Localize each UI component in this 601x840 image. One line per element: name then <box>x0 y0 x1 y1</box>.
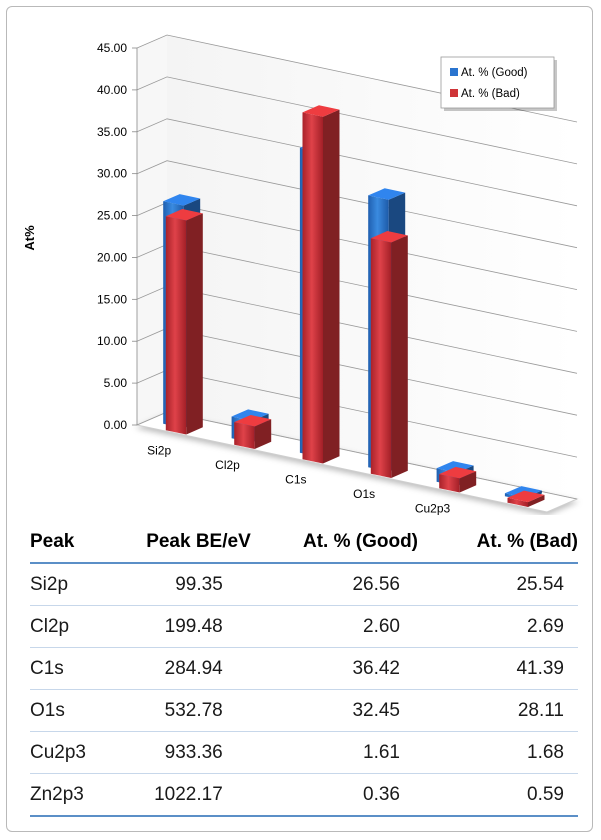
bar-bad-cl2p <box>234 415 272 449</box>
bar-side <box>323 109 340 464</box>
cell-peak-be: 99.35 <box>113 563 251 606</box>
cell-at-good: 1.61 <box>250 731 418 774</box>
cell-at-bad: 0.59 <box>418 773 578 817</box>
cell-peak-be: 199.48 <box>113 605 251 648</box>
bar-side <box>528 494 545 507</box>
cell-peak-be: 1022.17 <box>113 773 251 817</box>
x-tick-label: Cl2p <box>215 458 240 472</box>
legend-swatch <box>450 89 458 97</box>
bar-front <box>234 422 255 449</box>
bar-front <box>302 112 323 464</box>
chart-legend: At. % (Good) At. % (Bad) <box>440 56 557 111</box>
bar-bad-zn2p3 <box>507 490 545 507</box>
cell-at-bad: 25.54 <box>418 563 578 606</box>
legend-label: At. % (Good) <box>461 67 528 79</box>
bar-top <box>436 461 474 473</box>
x-tick-label: Si2p <box>147 443 171 457</box>
cell-at-bad: 1.68 <box>418 731 578 774</box>
table-row: Zn2p3 1022.17 0.36 0.59 <box>30 773 578 817</box>
cell-at-good: 32.45 <box>250 689 418 732</box>
bar-top <box>439 466 477 479</box>
bar-top <box>370 231 408 243</box>
bar-bad-si2p <box>165 209 203 435</box>
bar-bad-o1s <box>370 231 408 478</box>
legend-swatch <box>450 68 458 76</box>
y-tick-label: 45.00 <box>97 41 127 55</box>
x-tick-label: C1s <box>285 472 306 486</box>
cell-at-good: 2.60 <box>250 605 418 648</box>
gridline <box>136 118 578 207</box>
cell-peak: Si2p <box>30 563 114 606</box>
legend-label: At. % (Bad) <box>461 88 520 100</box>
bar-chart-3d: 0.00 5.00 10.00 15.00 20.00 25.00 30.00 35.00 40… <box>22 34 579 515</box>
cell-peak: C1s <box>30 647 114 690</box>
bar-front <box>439 474 460 493</box>
y-tick-label: 5.00 <box>104 376 128 390</box>
bar-top <box>231 409 269 421</box>
table-row: Cl2p 199.48 2.60 2.69 <box>30 605 578 648</box>
bar-bad-cu2p3 <box>439 466 477 493</box>
bar-front <box>507 497 528 507</box>
bar-bad-c1s <box>302 105 340 464</box>
cell-peak: Cu2p3 <box>30 731 114 774</box>
bar-top <box>368 188 406 200</box>
table-row: O1s 532.78 32.45 28.11 <box>30 689 578 732</box>
cell-at-bad: 28.11 <box>418 689 578 732</box>
col-header-at-bad: At. % (Bad) <box>418 522 578 564</box>
bar-top <box>165 209 203 221</box>
y-tick-label: 15.00 <box>97 292 127 306</box>
cell-peak-be: 532.78 <box>113 689 251 732</box>
gridline <box>136 160 578 249</box>
cell-peak: Zn2p3 <box>30 773 114 817</box>
cell-peak: O1s <box>30 689 114 732</box>
cell-peak-be: 933.36 <box>113 731 251 774</box>
bar-side <box>254 419 272 449</box>
cell-at-good: 26.56 <box>250 563 418 606</box>
x-tick-label: Cu2p3 <box>415 501 451 515</box>
bar-top <box>507 490 545 503</box>
bar-front <box>165 216 187 435</box>
y-tick-label: 40.00 <box>97 83 127 97</box>
y-tick-label: 30.00 <box>97 167 127 181</box>
gridline <box>136 34 578 123</box>
col-header-peak: Peak <box>30 522 114 564</box>
legend-box <box>440 56 555 109</box>
peak-table: Peak Peak BE/eV At. % (Good) At. % (Bad)… <box>30 522 578 817</box>
col-header-peak-be: Peak BE/eV <box>113 522 251 564</box>
gridline <box>136 76 578 165</box>
cell-at-bad: 41.39 <box>418 647 578 690</box>
bar-side <box>186 213 203 435</box>
side-wall <box>137 35 167 425</box>
cell-at-good: 36.42 <box>250 647 418 690</box>
x-tick-label: O1s <box>353 487 375 501</box>
cell-peak: Cl2p <box>30 605 114 648</box>
cell-at-bad: 2.69 <box>418 605 578 648</box>
y-tick-label: 25.00 <box>97 209 127 223</box>
bar-top <box>234 415 272 427</box>
table-row: Si2p 99.35 26.56 25.54 <box>30 563 578 606</box>
bar-side <box>459 471 477 493</box>
y-axis-title: At% <box>22 225 37 251</box>
cell-peak-be: 284.94 <box>113 647 251 690</box>
table-row: Cu2p3 933.36 1.61 1.68 <box>30 731 578 774</box>
table-row: C1s 284.94 36.42 41.39 <box>30 647 578 690</box>
table-header-row: Peak Peak BE/eV At. % (Good) At. % (Bad) <box>30 522 578 564</box>
bar-front <box>370 238 392 478</box>
bar-top <box>163 194 201 206</box>
col-header-at-good: At. % (Good) <box>250 522 418 564</box>
y-tick-label: 20.00 <box>97 250 127 264</box>
y-tick-label: 35.00 <box>97 125 127 139</box>
bar-top <box>302 105 340 117</box>
cell-at-good: 0.36 <box>250 773 418 817</box>
bar-side <box>391 235 408 478</box>
y-tick-label: 10.00 <box>97 334 127 348</box>
y-tick-label: 0.00 <box>104 418 128 432</box>
